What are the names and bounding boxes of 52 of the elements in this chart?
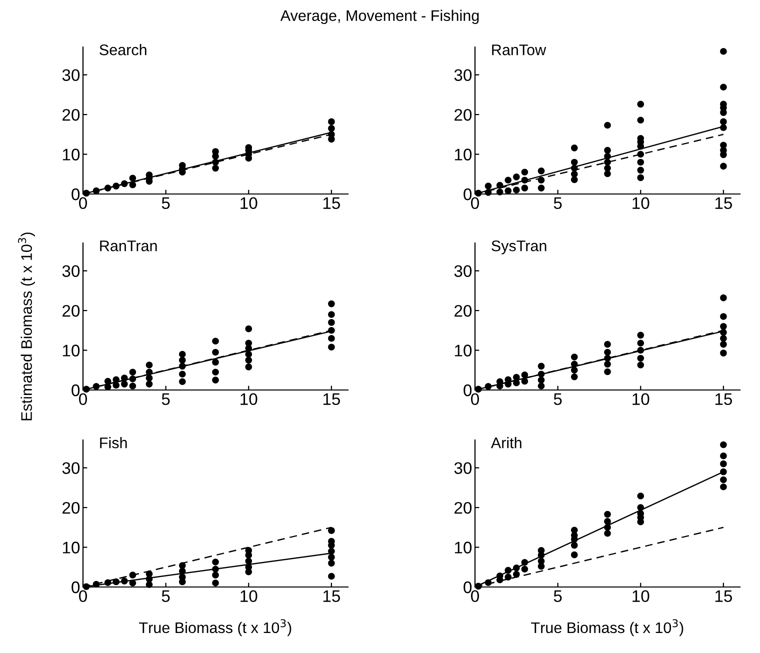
x-tick-label: 10 (632, 197, 650, 210)
y-tick-label: 10 (454, 148, 472, 160)
x-tick-label: 10 (632, 393, 650, 406)
x-tick-label: 10 (240, 590, 258, 602)
chart-title: RanTow (492, 44, 546, 56)
x-axis-title: True Biomass (t x 10$^{3}$) (139, 619, 292, 636)
x-tick-label: 15 (323, 197, 340, 210)
y-tick-label: 30 (62, 265, 80, 278)
y-tick-label: 20 (454, 502, 472, 514)
x-tick-label: 5 (554, 590, 562, 602)
y-tick-label: 30 (454, 265, 472, 278)
x-tick-label: 10 (240, 393, 258, 406)
x-tick-label: 5 (162, 197, 170, 210)
chart-title: Arith (490, 437, 522, 448)
y-tick-label: 10 (454, 344, 472, 356)
y-tick-label: 20 (62, 502, 80, 514)
y-tick-label: 30 (454, 462, 472, 474)
y-tick-label: 10 (454, 542, 472, 554)
y-tick-label: 30 (62, 462, 80, 474)
y-tick-label: 0 (72, 188, 80, 200)
x-tick-label: 10 (632, 590, 650, 602)
y-tick-label: 20 (454, 108, 472, 121)
x-tick-label: 15 (323, 393, 340, 406)
chart-title: Fish (100, 437, 127, 448)
y-tick-label: 0 (72, 581, 80, 594)
x-tick-label: 15 (323, 590, 340, 602)
chart-title: RanTran (100, 240, 157, 252)
text: Average, Movement - Fishing (280, 10, 479, 24)
y-tick-label: 20 (62, 108, 80, 121)
y-tick-label: 20 (62, 304, 80, 317)
x-tick-label: 15 (715, 197, 732, 210)
y-tick-label: 10 (62, 344, 80, 356)
y-tick-label: 0 (464, 384, 472, 396)
y-tick-label: 10 (62, 542, 80, 554)
y-tick-label: 0 (464, 188, 472, 200)
x-tick-label: 15 (715, 393, 732, 406)
x-tick-label: 15 (715, 590, 732, 602)
x-tick-label: 5 (162, 590, 170, 602)
y-tick-label: 10 (62, 148, 80, 160)
chart-title: SysTran (492, 240, 546, 254)
y-tick-label: 30 (454, 69, 472, 82)
y-tick-label: 0 (72, 384, 80, 396)
x-tick-label: 5 (554, 393, 562, 406)
chart-title: Search (100, 44, 146, 56)
x-tick-label: 5 (554, 197, 562, 210)
y-tick-label: 30 (62, 69, 80, 82)
y-tick-label: 0 (464, 581, 472, 594)
x-tick-label: 10 (240, 197, 258, 210)
y-axis-title: Estimated Biomass (t x 10$^{3}$) (18, 232, 35, 420)
x-axis-title: True Biomass (t x 10$^{3}$) (531, 619, 684, 636)
y-tick-label: 20 (454, 304, 472, 317)
x-tick-label: 5 (162, 393, 170, 406)
